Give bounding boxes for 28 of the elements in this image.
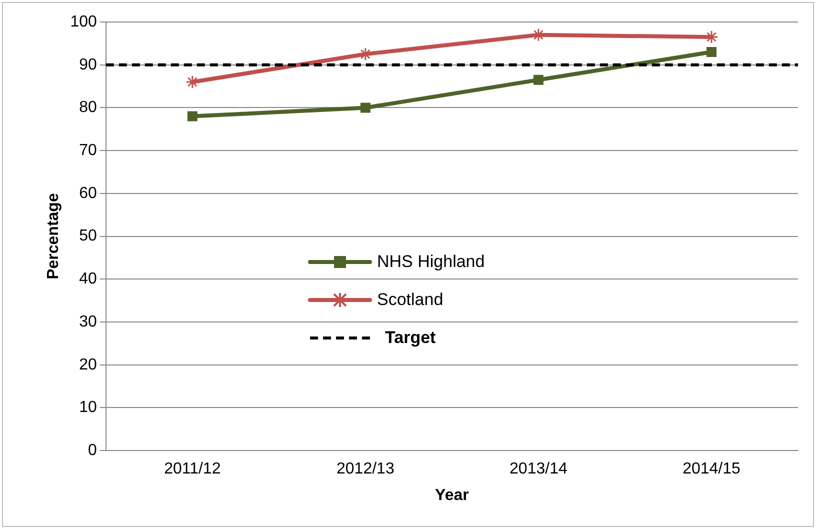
y-tick-label: 90 bbox=[79, 56, 97, 74]
x-tick-label: 2013/14 bbox=[510, 460, 568, 478]
y-tick-label: 20 bbox=[79, 356, 97, 374]
y-tick-label: 40 bbox=[79, 270, 97, 288]
point bbox=[187, 111, 198, 122]
y-tick-label: 80 bbox=[79, 99, 97, 116]
x-tick-label: 2012/13 bbox=[336, 460, 394, 478]
x-tick-label: 2014/15 bbox=[682, 460, 741, 478]
point bbox=[704, 30, 718, 44]
point bbox=[186, 75, 200, 89]
point bbox=[706, 47, 716, 57]
x-axis-title: Year bbox=[435, 486, 469, 504]
y-tick-label: 10 bbox=[79, 399, 97, 416]
y-tick-label: 30 bbox=[79, 313, 97, 330]
y-tick-label: 60 bbox=[79, 184, 97, 202]
point bbox=[360, 102, 370, 113]
point bbox=[533, 74, 544, 85]
x-tick-label: 2011/12 bbox=[164, 460, 221, 478]
y-tick-label: 0 bbox=[88, 442, 97, 460]
y-axis-title: Percentage bbox=[45, 193, 62, 280]
point bbox=[532, 28, 546, 42]
y-tick-label: 70 bbox=[79, 142, 97, 159]
point bbox=[358, 47, 372, 61]
legend-label: Target bbox=[385, 328, 436, 348]
legend-label: NHS Highland bbox=[377, 252, 485, 272]
y-tick-label: 50 bbox=[79, 228, 97, 245]
y-tick-label: 100 bbox=[70, 13, 97, 30]
legend-label: Scotland bbox=[377, 290, 444, 310]
